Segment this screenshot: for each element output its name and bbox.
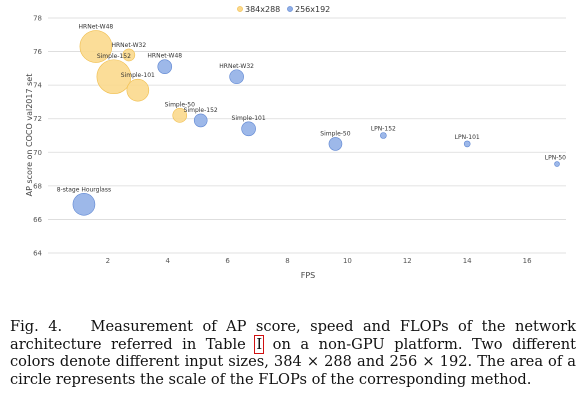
x-tick-label: 12 xyxy=(403,257,412,265)
y-tick-label: 72 xyxy=(33,115,42,123)
data-point xyxy=(79,30,113,63)
point-label: Simple-101 xyxy=(232,115,266,122)
table-reference-link[interactable]: I xyxy=(254,334,265,354)
data-points xyxy=(72,30,560,216)
y-tick-label: 76 xyxy=(33,48,42,56)
legend-entry-label: 256x192 xyxy=(295,5,330,14)
point-label: HRNet-W32 xyxy=(219,63,254,70)
point-label: LPN-101 xyxy=(455,134,480,141)
y-tick-label: 66 xyxy=(33,216,42,224)
data-point xyxy=(157,59,173,74)
legend-marker xyxy=(237,6,243,12)
point-labels: HRNet-W48HRNet-W32Simple-152Simple-101Si… xyxy=(57,24,566,194)
data-point xyxy=(193,113,208,128)
figure-caption: Fig. 4. Measurement of AP score, speed a… xyxy=(10,318,576,388)
data-point xyxy=(380,132,387,139)
data-point xyxy=(122,48,136,62)
data-point xyxy=(72,193,96,216)
data-point xyxy=(96,59,132,95)
y-axis-title: AP score on COCO val2017 set xyxy=(25,74,34,197)
x-axis-ticks: 2 4 6 8 10 12 14 16 xyxy=(106,257,532,265)
point-label: HRNet-W48 xyxy=(79,24,114,31)
x-tick-label: 16 xyxy=(523,257,532,265)
point-label: HRNet-W48 xyxy=(147,53,182,60)
y-tick-label: 64 xyxy=(33,250,42,258)
x-tick-label: 10 xyxy=(343,257,352,265)
point-label: Simple-101 xyxy=(121,72,155,79)
y-tick-label: 74 xyxy=(33,82,42,90)
x-tick-label: 4 xyxy=(166,257,171,265)
chart-legend: 384x288 256x192 xyxy=(237,5,330,14)
point-label: Simple-152 xyxy=(184,107,218,114)
x-tick-label: 14 xyxy=(463,257,472,265)
data-point xyxy=(241,121,256,137)
point-label: Simple-50 xyxy=(320,130,350,137)
caption-text-after: on a non-GPU platform. Two different col… xyxy=(10,335,576,388)
x-tick-label: 2 xyxy=(106,257,110,265)
x-tick-label: 8 xyxy=(285,257,289,265)
x-tick-label: 6 xyxy=(225,257,230,265)
y-axis-ticks: 64 66 68 70 72 74 76 78 xyxy=(33,15,42,258)
point-label: LPN-152 xyxy=(371,126,396,133)
point-label: Simple-152 xyxy=(97,53,131,60)
caption-text-before: Measurement of AP score, speed and FLOPs… xyxy=(10,318,576,353)
data-point xyxy=(463,140,471,148)
point-label: 8-stage Hourglass xyxy=(57,186,111,193)
y-tick-label: 78 xyxy=(33,15,42,23)
y-tick-label: 70 xyxy=(33,149,42,157)
data-point xyxy=(554,161,560,167)
data-point xyxy=(172,108,188,123)
point-label: Simple-50 xyxy=(165,101,195,108)
y-tick-label: 68 xyxy=(33,182,42,190)
legend-marker xyxy=(287,6,293,12)
data-point xyxy=(229,69,244,85)
point-label: LPN-50 xyxy=(545,155,566,162)
legend-entry-label: 384x288 xyxy=(245,5,280,14)
data-point xyxy=(328,137,343,151)
caption-prefix: Fig. 4. xyxy=(10,318,63,335)
data-point xyxy=(126,78,150,102)
x-axis-title: FPS xyxy=(301,271,316,280)
point-label: HRNet-W32 xyxy=(111,42,146,49)
